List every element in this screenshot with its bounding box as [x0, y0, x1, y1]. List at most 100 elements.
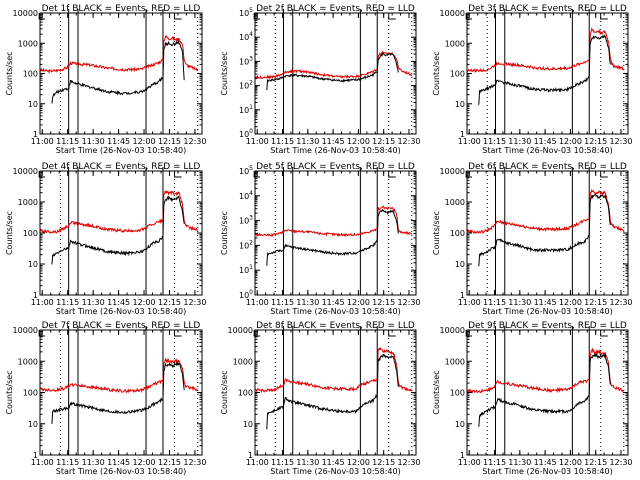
x-tick-label: 11:45	[534, 137, 557, 146]
interval-bracket	[388, 330, 396, 337]
interval-bracket	[174, 171, 182, 178]
series-line-lld	[40, 189, 199, 234]
panel-det-1: Det 1f BLACK = Events, RED = LLD 1 10 100 10…	[5, 4, 206, 155]
plot-frame	[254, 170, 417, 296]
panel-title: Det 1f BLACK = Events, RED = LLD	[42, 4, 201, 14]
series-line-lld	[255, 205, 413, 238]
y-tick-label: 10	[28, 260, 38, 269]
x-tick-label: 11:15	[483, 137, 506, 146]
x-tick-label: 11:30	[296, 137, 319, 146]
y-tick-label: 1	[460, 130, 465, 139]
y-tick-label: 100	[450, 389, 465, 398]
x-tick-label: 11:30	[82, 458, 105, 467]
y-axis-label: Counts/sec	[220, 51, 229, 95]
plot-frame	[254, 12, 417, 135]
interval-bracket	[465, 13, 473, 20]
y-tick-label: 102	[239, 80, 253, 91]
x-tick-label: 12:30	[183, 458, 206, 467]
y-tick-label: 10000	[13, 167, 38, 176]
y-tick-label: 10	[455, 260, 465, 269]
y-tick-label: 1000	[445, 198, 465, 207]
x-tick-label: 12:30	[609, 137, 632, 146]
y-tick-label: 104	[239, 190, 253, 201]
x-axis-label: Start Time (26-Nov-03 10:58:40)	[56, 467, 186, 476]
y-tick-label: 105	[239, 7, 253, 18]
series-line-events	[478, 193, 611, 267]
panels: Det 1f BLACK = Events, RED = LLD 1 10 100 10…	[5, 4, 633, 476]
y-tick-label: 100	[450, 70, 465, 79]
interval-bracket	[253, 330, 261, 337]
x-tick-label: 12:30	[183, 137, 206, 146]
x-tick-label: 12:00	[347, 458, 370, 467]
x-tick-label: 11:30	[296, 458, 319, 467]
panel-title: Det 8f BLACK = Events, RED = LLD	[256, 321, 415, 331]
panel-det-4: Det 4f BLACK = Events, RED = LLD 1 10 100 10…	[5, 162, 206, 316]
y-tick-label: 105	[239, 165, 253, 176]
y-tick-label: 10000	[440, 9, 465, 18]
y-axis-label: Counts/sec	[220, 211, 229, 255]
panel-title: Det 3f BLACK = Events, RED = LLD	[468, 4, 627, 14]
panel-det-6: Det 6f BLACK = Events, RED = LLD 1 10 100 10…	[432, 162, 633, 316]
y-tick-label: 1	[33, 130, 38, 139]
interval-bracket	[174, 330, 182, 337]
series-line-events	[266, 353, 399, 430]
x-tick-label: 12:15	[372, 458, 395, 467]
panel-title: Det 5f BLACK = Events, RED = LLD	[256, 162, 415, 172]
interval-bracket	[600, 171, 608, 178]
x-axis-label: Start Time (26-Nov-03 10:58:40)	[270, 467, 400, 476]
panel-title: Det 6f BLACK = Events, RED = LLD	[468, 162, 627, 172]
y-tick-label: 1000	[18, 39, 38, 48]
x-tick-label: 11:45	[107, 458, 130, 467]
y-tick-label: 100	[239, 289, 253, 300]
x-tick-label: 12:00	[347, 137, 370, 146]
panel-det-2: Det 2f BLACK = Events, RED = LLD 100 101 10…	[220, 4, 421, 155]
panel-det-3: Det 3f BLACK = Events, RED = LLD 1 10 100 10…	[432, 4, 633, 155]
y-axis-label: Counts/sec	[5, 51, 14, 95]
y-axis-label: Counts/sec	[220, 370, 229, 414]
x-tick-label: 11:45	[322, 458, 345, 467]
y-tick-label: 100	[23, 229, 38, 238]
y-axis-label: Counts/sec	[432, 211, 441, 255]
series-line-lld	[40, 357, 199, 394]
series-line-lld	[255, 50, 413, 80]
x-tick-label: 12:15	[158, 298, 181, 307]
y-tick-label: 10000	[13, 9, 38, 18]
y-tick-label: 10	[28, 420, 38, 429]
x-tick-label: 12:30	[397, 137, 420, 146]
y-axis-label: Counts/sec	[5, 211, 14, 255]
y-tick-label: 100	[23, 70, 38, 79]
x-tick-label: 11:30	[508, 458, 531, 467]
series-line-events	[266, 208, 399, 266]
y-tick-label: 10	[243, 420, 253, 429]
x-axis-label: Start Time (26-Nov-03 10:58:40)	[56, 146, 186, 155]
x-tick-label: 11:00	[31, 137, 54, 146]
series-line-events	[266, 51, 399, 91]
y-axis-label: Counts/sec	[432, 370, 441, 414]
series-line-lld	[40, 34, 199, 75]
x-tick-label: 11:45	[107, 137, 130, 146]
x-tick-label: 11:30	[508, 137, 531, 146]
x-tick-label: 11:30	[508, 298, 531, 307]
y-tick-label: 104	[239, 31, 253, 42]
x-tick-label: 11:00	[246, 298, 269, 307]
y-axis-label: Counts/sec	[432, 51, 441, 95]
interval-bracket	[38, 171, 46, 178]
interval-bracket	[388, 171, 396, 178]
y-tick-label: 102	[239, 239, 253, 250]
series-line-events	[51, 195, 185, 265]
x-tick-label: 11:45	[107, 298, 130, 307]
x-tick-label: 12:15	[584, 137, 607, 146]
y-tick-label: 1	[460, 451, 465, 460]
x-axis-label: Start Time (26-Nov-03 10:58:40)	[482, 146, 612, 155]
y-tick-label: 1000	[445, 357, 465, 366]
panel-title: Det 4f BLACK = Events, RED = LLD	[42, 162, 201, 172]
y-tick-label: 1000	[445, 39, 465, 48]
series-line-events	[51, 39, 185, 104]
series-line-lld	[467, 347, 624, 394]
series-line-events	[478, 352, 611, 427]
y-tick-label: 100	[23, 389, 38, 398]
x-tick-label: 11:15	[56, 298, 79, 307]
panel-title: Det 9f BLACK = Events, RED = LLD	[468, 321, 627, 331]
x-tick-label: 11:30	[296, 298, 319, 307]
